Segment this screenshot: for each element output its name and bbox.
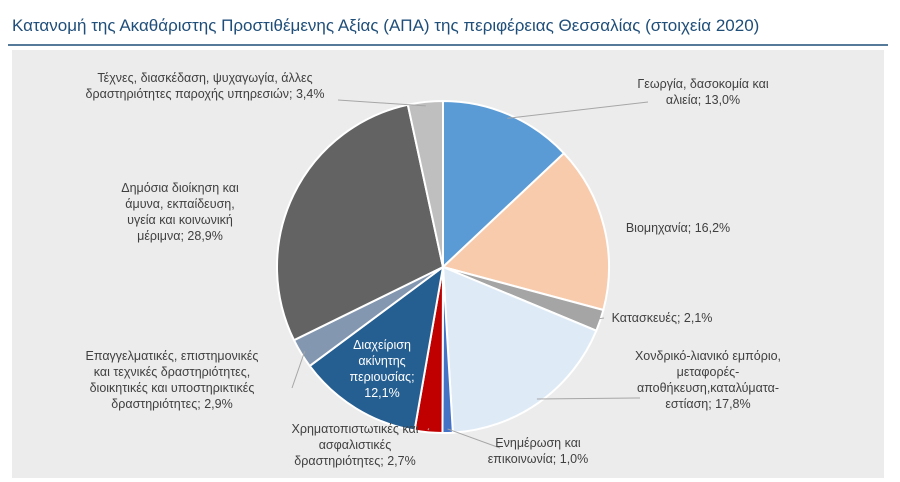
leader-line — [507, 101, 649, 119]
data-label: Ενημέρωση και επικοινωνία; 1,0% — [488, 436, 589, 466]
leader-line — [337, 99, 426, 107]
leader-line — [291, 351, 306, 389]
data-label: Τέχνες, διασκέδαση, ψυχαγωγία, άλλες δρασ… — [86, 71, 325, 101]
data-label: Επαγγελματικές, επιστημονικές και τεχνικέ… — [86, 349, 259, 411]
pie — [276, 99, 610, 435]
leader-line — [447, 428, 501, 449]
data-label: Κατασκευές; 2,1% — [612, 311, 713, 325]
data-label: Δημόσια διοίκηση και άμυνα, εκπαίδευση, υγ… — [121, 181, 239, 243]
data-label: Χρηματοπιστωτικές και ασφαλιστικές δραστηρ… — [292, 422, 419, 468]
pie-slice — [276, 103, 445, 342]
pie-slice — [441, 265, 598, 434]
data-label: Βιομηχανία; 16,2% — [626, 221, 730, 235]
data-label: Χονδρικό-λιανικό εμπόριο, μεταφορές-αποθή… — [635, 349, 781, 411]
leader-line — [427, 428, 430, 431]
data-label: Διαχείριση ακίνητης περιουσίας; 12,1% — [349, 338, 414, 400]
pie-slice — [308, 264, 445, 432]
data-label: Γεωργία, δασοκομία και αλιεία; 13,0% — [637, 77, 768, 107]
leader-line — [596, 317, 605, 320]
pie-slice — [441, 151, 610, 312]
chart-title: Κατανομή της Ακαθάριστης Προστιθέμενης Α… — [12, 16, 759, 35]
leader-line — [536, 397, 641, 400]
pie-slice — [442, 99, 566, 270]
